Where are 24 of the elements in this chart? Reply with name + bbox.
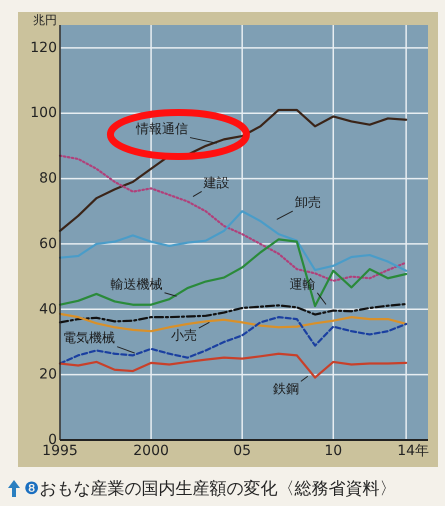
x-tick-label: 2000 xyxy=(133,443,169,459)
y-tick-label: 100 xyxy=(30,105,57,122)
line-series xyxy=(58,316,408,365)
y-axis-title: 兆円 xyxy=(33,13,57,27)
y-tick-label: 120 xyxy=(30,40,57,56)
x-tick-label: 10 xyxy=(324,443,342,459)
text: 卸売 xyxy=(294,196,321,211)
line-series xyxy=(58,302,408,324)
y-tick-label: 80 xyxy=(39,170,57,187)
x-tick-label: 14 xyxy=(397,443,416,459)
line-series xyxy=(58,210,408,272)
y-tick-label: 60 xyxy=(39,236,57,252)
series-label: 鉄鋼 xyxy=(272,382,299,397)
line-series xyxy=(58,352,408,379)
series-label: 小売 xyxy=(170,328,197,344)
y-tick-label: 40 xyxy=(39,301,57,318)
series-label: 電気機械 xyxy=(63,331,116,346)
y-tick-label: 20 xyxy=(39,366,57,383)
line-series xyxy=(58,238,408,308)
x-tick-label: 05 xyxy=(233,443,252,459)
series-label: 建設 xyxy=(202,176,230,191)
text: ❽おもな産業の国内生産額の変化〈総務省資料〉 xyxy=(24,479,396,499)
x-axis-title: 年 xyxy=(415,443,430,459)
line-series xyxy=(58,108,408,232)
